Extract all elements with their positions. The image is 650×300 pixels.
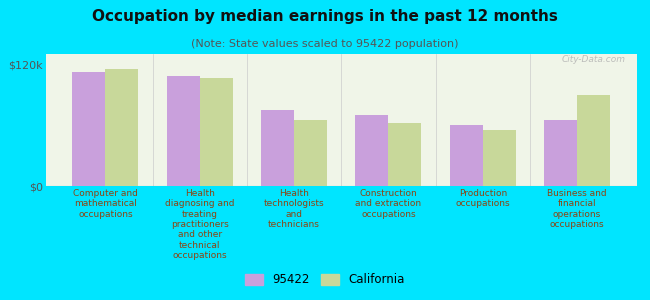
Bar <box>450 125 483 186</box>
Text: Occupation by median earnings in the past 12 months: Occupation by median earnings in the pas… <box>92 9 558 24</box>
Bar <box>105 69 138 186</box>
Bar <box>200 78 233 186</box>
Text: (Note: State values scaled to 95422 population): (Note: State values scaled to 95422 popu… <box>191 39 459 49</box>
Legend: 95422, California: 95422, California <box>240 269 410 291</box>
Bar <box>356 115 389 186</box>
Bar <box>261 110 294 186</box>
Text: City-Data.com: City-Data.com <box>561 55 625 64</box>
Bar <box>389 123 421 186</box>
Bar <box>544 120 577 186</box>
Bar <box>166 76 200 186</box>
Bar <box>577 94 610 186</box>
Bar <box>483 130 516 186</box>
Bar <box>294 120 327 186</box>
Bar <box>72 72 105 186</box>
